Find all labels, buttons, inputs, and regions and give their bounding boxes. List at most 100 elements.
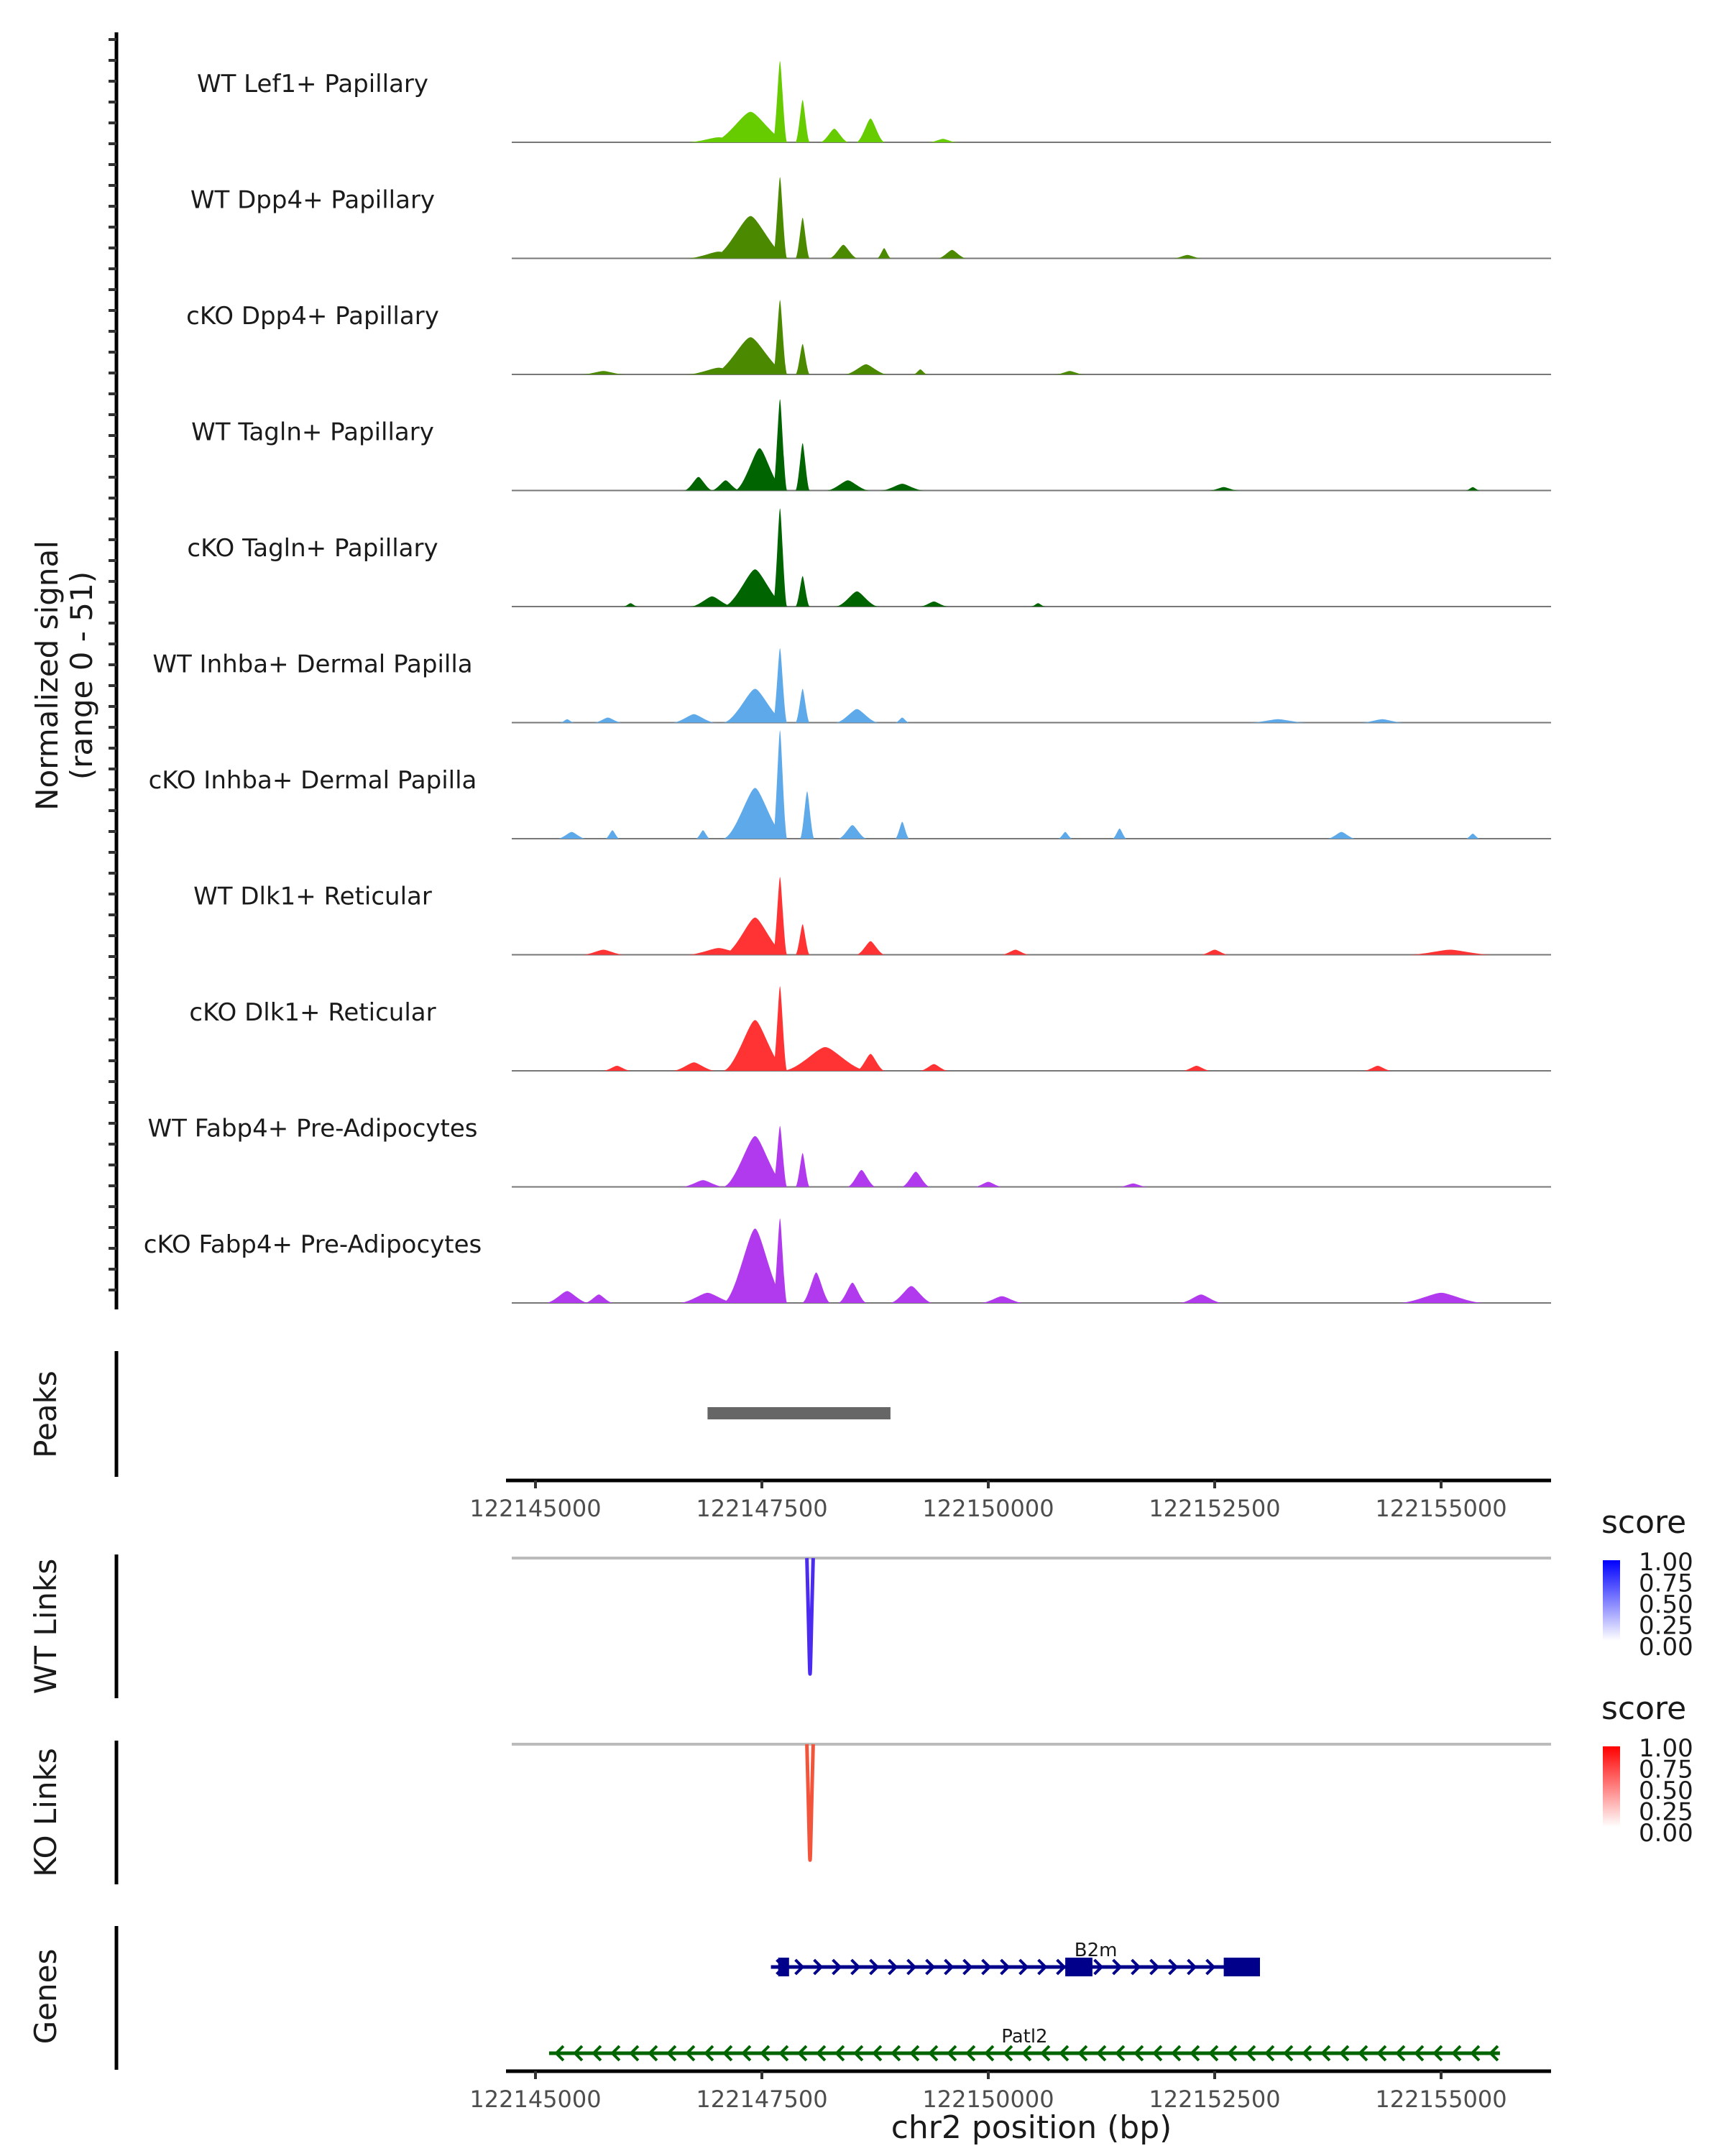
link-arc [805, 1743, 815, 1862]
strand-arrow [1358, 2045, 1368, 2062]
coverage-track: cKO Tagln+ Papillary [187, 508, 1551, 607]
strand-arrow [1037, 1958, 1048, 1976]
link-track-label: KO Links [28, 1748, 63, 1877]
strand-arrow [928, 2045, 939, 2062]
strand-arrow [1000, 1958, 1011, 1976]
coverage-peak [795, 344, 810, 374]
coverage-peak [773, 61, 788, 142]
legend-tick-label: 1.00 [1639, 1548, 1693, 1577]
coverage-peak [605, 830, 620, 839]
coverage-peak [684, 476, 713, 491]
strand-arrow [1131, 1958, 1141, 1976]
coverage-peak [584, 1294, 614, 1303]
gene-name: Patl2 [1001, 2026, 1047, 2047]
strand-arrow [1264, 2045, 1275, 2062]
strand-arrow [610, 2045, 621, 2062]
link-track-label: WT Links [28, 1559, 63, 1694]
coverage-peak [690, 596, 734, 607]
strand-arrow [1376, 2045, 1387, 2062]
strand-arrow [1432, 2045, 1443, 2062]
strand-arrow [1205, 1958, 1216, 1976]
y-axis-sublabel: (range 0 - 51) [64, 571, 99, 780]
track-label: cKO Dpp4+ Papillary [186, 302, 439, 331]
strand-arrow [1470, 2045, 1481, 2062]
x-tick-label: 122150000 [922, 2086, 1054, 2113]
strand-arrow [909, 2045, 920, 2062]
track-label: WT Dlk1+ Reticular [193, 883, 432, 911]
strand-arrow [1414, 2045, 1425, 2062]
link-track: WT Links score 1.000.750.500.250.00 [28, 1504, 1693, 1698]
gene-exon [1065, 1958, 1092, 1976]
coverage-peak [928, 139, 958, 142]
coverage-peak [1360, 719, 1404, 723]
coverage-peak [829, 244, 858, 259]
legend-tick-label: 0.50 [1639, 1590, 1693, 1619]
coverage-peak [681, 1180, 725, 1187]
strand-arrow [573, 2045, 584, 2062]
coverage-peak [773, 399, 788, 491]
strand-arrow [850, 1958, 861, 1976]
coverage-peak [1200, 949, 1230, 955]
coverage-peak [672, 714, 716, 723]
strand-arrow [888, 1958, 898, 1976]
strand-arrow [629, 2045, 640, 2062]
y-axis-label: Normalized signal [29, 540, 65, 811]
coverage-peak [847, 1169, 876, 1187]
coverage-peak [1058, 831, 1073, 839]
strand-arrow [1040, 2045, 1051, 2062]
coverage-peak [795, 218, 810, 259]
gene: Patl2 [548, 2026, 1500, 2062]
coverage-tracks: WT Lef1+ Papillary WT Dpp4+ Papillary cKO … [144, 61, 1551, 1304]
coverage-peak [973, 1181, 1003, 1187]
coverage-peak [856, 1054, 886, 1071]
coverage-track: WT Inhba+ Dermal Papilla [152, 648, 1551, 724]
coverage-peak [581, 371, 625, 374]
coverage-peak [1173, 254, 1202, 259]
coverage-peak [560, 719, 575, 723]
coverage-track: WT Lef1+ Papillary [197, 61, 1551, 143]
coverage-peak [1112, 828, 1127, 839]
strand-arrow [741, 2045, 752, 2062]
coverage-peak [678, 1292, 737, 1303]
strand-arrow [944, 1958, 954, 1976]
coverage-peak [1000, 949, 1030, 955]
coverage-track: WT Dlk1+ Reticular [193, 877, 1551, 956]
coverage-peak [1209, 487, 1238, 491]
strand-arrow [1395, 2045, 1406, 2062]
coverage-peak [801, 1272, 831, 1303]
strand-arrow [1149, 1958, 1160, 1976]
strand-arrow [666, 2045, 677, 2062]
strand-arrow [1077, 2045, 1088, 2062]
x-axis-bottom: 122145000 122147500 122150000 122152500 1221… [469, 2069, 1551, 2113]
strand-arrow [925, 1958, 936, 1976]
strand-arrow [1152, 2045, 1163, 2062]
coverage-peak [895, 821, 910, 839]
coverage-peak [545, 1291, 589, 1303]
coverage-peak [722, 688, 788, 723]
coverage-peak [913, 369, 928, 374]
legend-title: score [1601, 1504, 1686, 1541]
coverage-peak [1363, 1065, 1392, 1071]
strand-arrow [834, 2045, 845, 2062]
coverage-peak [837, 825, 868, 839]
coverage-peak [710, 337, 791, 374]
coverage-peak [795, 924, 810, 955]
coverage-peak [773, 1218, 788, 1303]
peaks-track: Peaks [28, 1351, 891, 1477]
strand-arrow [891, 2045, 901, 2062]
x-tick-label: 122145000 [469, 2086, 601, 2113]
strand-arrow [853, 2045, 864, 2062]
coverage-peak [722, 917, 788, 955]
coverage-peak [826, 480, 870, 491]
x-tick-label: 122155000 [1375, 1495, 1506, 1522]
coverage-peak [880, 484, 924, 491]
coverage-peak [710, 216, 791, 259]
coverage-peak [722, 1135, 788, 1187]
x-axis-label: chr2 position (bp) [891, 2109, 1172, 2146]
coverage-peak [937, 249, 967, 259]
x-tick-label: 122155000 [1375, 2086, 1506, 2113]
coverage-peak [856, 119, 886, 142]
coverage-peak [844, 364, 888, 374]
genes-label: Genes [28, 1949, 63, 2045]
